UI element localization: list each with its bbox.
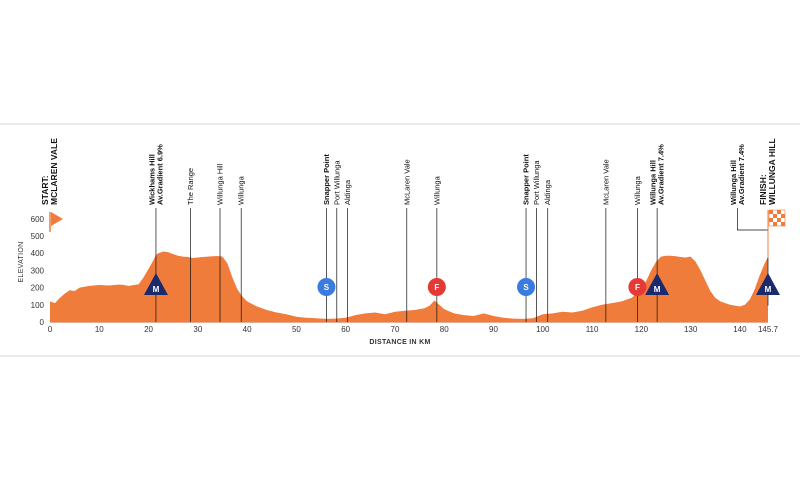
- y-tick-label: 300: [31, 266, 45, 275]
- finish-flag-cell: [769, 218, 773, 222]
- triangle-badge-shape: [645, 273, 670, 295]
- finish-flag-cell: [773, 210, 777, 214]
- marker-label: Av.Gradient 6.9%: [156, 144, 165, 205]
- marker-label: Aldinga: [543, 179, 552, 205]
- x-tick-label: 70: [391, 325, 400, 334]
- marker-label: FINISH:: [758, 174, 768, 205]
- badge-label: M: [654, 285, 661, 294]
- finish-flag-cell: [777, 222, 781, 226]
- finish-flag-cell: [777, 214, 781, 218]
- finish-flag-outline: [768, 209, 786, 227]
- x-tick-label: 130: [684, 325, 698, 334]
- climb-badge: M: [645, 273, 670, 295]
- y-tick-label: 500: [31, 232, 45, 241]
- finish-flag-cell: [777, 218, 781, 222]
- badge-label: S: [324, 283, 330, 292]
- feed-zone-badge: F: [628, 278, 647, 296]
- x-tick-label: 140: [733, 325, 747, 334]
- y-tick-label: 400: [31, 249, 45, 258]
- sprint-badge: S: [517, 278, 536, 296]
- finish-flag-cell: [773, 214, 777, 218]
- finish-flag-cell: [781, 210, 785, 214]
- x-tick-label: 120: [635, 325, 649, 334]
- finish-flag-cell: [769, 210, 773, 214]
- x-tick-label: 40: [243, 325, 252, 334]
- finish-flag-cell: [781, 214, 785, 218]
- triangle-badge-shape: [143, 273, 168, 295]
- marker-label: Wickhams Hill: [148, 154, 157, 205]
- marker-label: Snapper Point: [322, 154, 331, 205]
- finish-flag-icon: [767, 209, 786, 258]
- marker-label: McLaren Vale: [402, 159, 411, 205]
- marker-label: Aldinga: [343, 179, 352, 205]
- x-axis-title: DISTANCE IN KM: [369, 339, 430, 346]
- marker-label: Willunga: [432, 175, 441, 205]
- x-tick-label: 60: [341, 325, 350, 334]
- sprint-badge: S: [317, 278, 336, 296]
- finish-flag-cell: [769, 214, 773, 218]
- climb-badge: M: [756, 273, 780, 295]
- marker-label: START:: [40, 175, 50, 205]
- marker-label: Port Willunga: [332, 160, 341, 205]
- circle-badge-shape: [628, 278, 647, 296]
- marker-label: MCLAREN VALE: [49, 138, 59, 205]
- circle-badge-shape: [317, 278, 336, 296]
- x-tick-label: 100: [536, 325, 550, 334]
- finish-flag-cell: [781, 218, 785, 222]
- start-flag-shape: [51, 212, 63, 226]
- badge-label: F: [434, 283, 439, 292]
- finish-flag-cell: [781, 222, 785, 226]
- marker-label: Snapper Point: [522, 154, 531, 205]
- finish-flag-cell: [773, 222, 777, 226]
- badge-label: F: [635, 283, 640, 292]
- y-tick-label: 600: [31, 215, 45, 224]
- badge-label: M: [765, 285, 772, 294]
- marker-label: Willunga: [237, 175, 246, 205]
- marker-leader-line: [737, 208, 769, 306]
- y-tick-label: 200: [31, 284, 45, 293]
- badge-label: S: [523, 283, 529, 292]
- y-tick-label: 100: [31, 301, 45, 310]
- x-tick-label: 110: [586, 325, 599, 334]
- climb-badge: M: [143, 273, 168, 295]
- marker-label: McLaren Vale: [601, 159, 610, 205]
- x-tick-label: 50: [292, 325, 301, 334]
- feed-zone-badge: F: [427, 278, 446, 296]
- x-tick-label: 80: [440, 325, 449, 334]
- circle-badge-shape: [427, 278, 446, 296]
- triangle-badge-shape: [756, 273, 780, 295]
- x-tick-label: 20: [144, 325, 153, 334]
- marker-label: Willunga: [633, 175, 642, 205]
- marker-label: Av.Gradient 7.4%: [657, 144, 666, 205]
- marker-label: The Range: [186, 168, 195, 205]
- marker-label: Willunga Hill: [729, 160, 738, 205]
- x-tick-label: 10: [95, 325, 104, 334]
- marker-label: Willunga Hill: [216, 163, 225, 205]
- elevation-profile-area: [50, 251, 768, 322]
- x-tick-label: 90: [489, 325, 498, 334]
- finish-flag-cell: [773, 218, 777, 222]
- y-tick-label: 0: [40, 318, 45, 327]
- marker-label: Av.Gradient 7.4%: [737, 144, 746, 205]
- x-tick-label: 30: [193, 325, 202, 334]
- marker-label: Willunga Hill: [649, 160, 658, 205]
- marker-label: Port Willunga: [532, 160, 541, 205]
- finish-flag-cell: [769, 222, 773, 226]
- start-flag-icon: [49, 212, 63, 232]
- circle-badge-shape: [517, 278, 536, 296]
- y-axis-title: ELEVATION: [18, 242, 25, 283]
- x-tick-label-end: 145.7: [758, 325, 779, 334]
- marker-label: WILLUNGA HILL: [767, 138, 777, 205]
- x-tick-label: 0: [48, 325, 53, 334]
- badge-label: M: [153, 285, 160, 294]
- finish-flag-cell: [777, 210, 781, 214]
